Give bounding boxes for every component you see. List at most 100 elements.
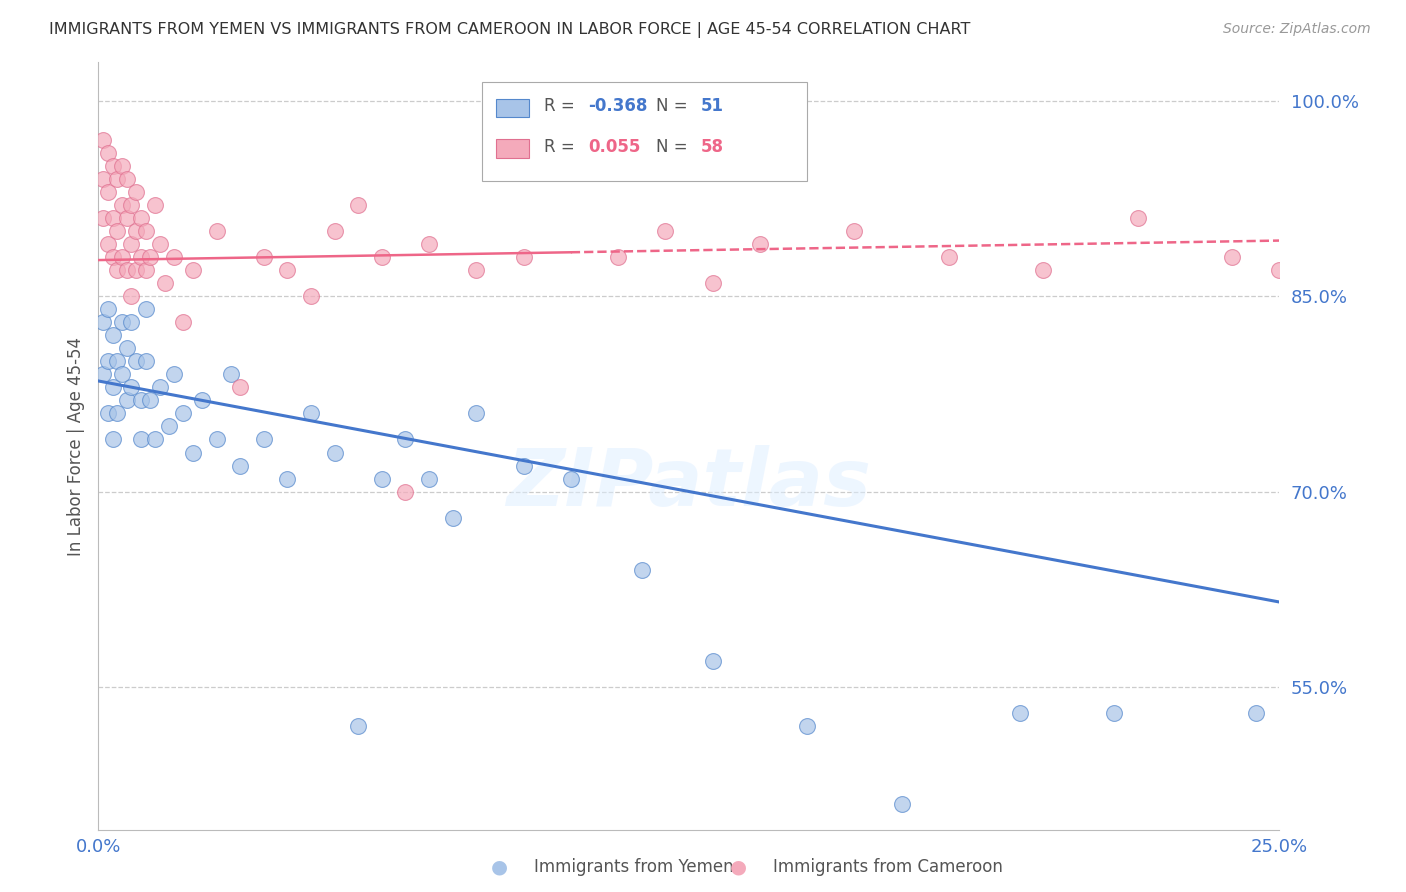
Point: [121, 198, 143, 212]
Point: [97, 407, 120, 421]
Point: [1008, 706, 1031, 720]
Text: Source: ZipAtlas.com: Source: ZipAtlas.com: [1223, 22, 1371, 37]
Point: [91, 368, 114, 382]
Text: N =: N =: [655, 97, 693, 115]
Point: [229, 458, 252, 473]
Point: [1032, 263, 1054, 277]
Point: [607, 251, 630, 265]
Point: [172, 316, 194, 330]
Point: [101, 433, 124, 447]
Point: [143, 433, 166, 447]
Point: [97, 302, 120, 317]
Point: [276, 471, 298, 485]
Text: Immigrants from Cameroon: Immigrants from Cameroon: [773, 858, 1002, 876]
Point: [512, 251, 534, 265]
Point: [347, 198, 370, 212]
Point: [135, 263, 157, 277]
Point: [115, 263, 138, 277]
Point: [654, 224, 676, 238]
Point: [149, 237, 172, 252]
Text: ZIPatlas: ZIPatlas: [506, 445, 872, 524]
Point: [101, 251, 124, 265]
Point: [129, 433, 152, 447]
Point: [219, 368, 242, 382]
Point: [418, 471, 440, 485]
Point: [111, 368, 134, 382]
Point: [323, 224, 346, 238]
Point: [143, 198, 166, 212]
Point: [299, 407, 322, 421]
Point: [111, 160, 134, 174]
Point: [465, 407, 488, 421]
Text: N =: N =: [655, 138, 693, 156]
Point: [347, 718, 370, 732]
Point: [163, 251, 186, 265]
Point: [101, 328, 124, 343]
Point: [1220, 251, 1243, 265]
Point: [702, 654, 724, 668]
Point: [139, 251, 162, 265]
Point: [105, 172, 128, 186]
Text: 51: 51: [700, 97, 724, 115]
Point: [101, 160, 124, 174]
Point: [105, 224, 128, 238]
Point: [323, 445, 346, 459]
Point: [111, 198, 134, 212]
Y-axis label: In Labor Force | Age 45-54: In Labor Force | Age 45-54: [66, 336, 84, 556]
Point: [1126, 211, 1149, 226]
Point: [560, 471, 582, 485]
Text: ●: ●: [491, 857, 508, 877]
Point: [938, 251, 960, 265]
Point: [105, 354, 128, 368]
Point: [139, 393, 162, 408]
Point: [121, 380, 143, 394]
Point: [394, 433, 416, 447]
Point: [172, 407, 194, 421]
Point: [153, 277, 176, 291]
Point: [1244, 706, 1267, 720]
Point: [125, 186, 148, 200]
Point: [91, 172, 114, 186]
Point: [97, 354, 120, 368]
Point: [97, 146, 120, 161]
Point: [229, 380, 252, 394]
Point: [115, 211, 138, 226]
Point: [121, 316, 143, 330]
Text: 58: 58: [700, 138, 724, 156]
Point: [205, 224, 228, 238]
Point: [181, 445, 204, 459]
Point: [135, 354, 157, 368]
Point: [129, 393, 152, 408]
Point: [890, 797, 912, 811]
Point: [97, 186, 120, 200]
Point: [191, 393, 214, 408]
Point: [1268, 263, 1291, 277]
Point: [121, 237, 143, 252]
Point: [418, 237, 440, 252]
Point: [111, 316, 134, 330]
Point: [630, 562, 652, 576]
Text: ●: ●: [730, 857, 747, 877]
Text: R =: R =: [544, 97, 579, 115]
Point: [111, 251, 134, 265]
Text: -0.368: -0.368: [589, 97, 648, 115]
Point: [163, 368, 186, 382]
Point: [115, 393, 138, 408]
Point: [796, 718, 818, 732]
Point: [101, 211, 124, 226]
Point: [702, 277, 724, 291]
Point: [91, 133, 114, 147]
Point: [101, 380, 124, 394]
FancyBboxPatch shape: [496, 139, 530, 158]
Point: [121, 289, 143, 303]
Point: [135, 302, 157, 317]
Point: [105, 407, 128, 421]
Point: [253, 433, 276, 447]
Point: [115, 172, 138, 186]
Point: [181, 263, 204, 277]
Point: [253, 251, 276, 265]
Point: [441, 510, 464, 524]
Text: R =: R =: [544, 138, 579, 156]
Text: IMMIGRANTS FROM YEMEN VS IMMIGRANTS FROM CAMEROON IN LABOR FORCE | AGE 45-54 COR: IMMIGRANTS FROM YEMEN VS IMMIGRANTS FROM…: [49, 22, 970, 38]
Point: [465, 263, 488, 277]
